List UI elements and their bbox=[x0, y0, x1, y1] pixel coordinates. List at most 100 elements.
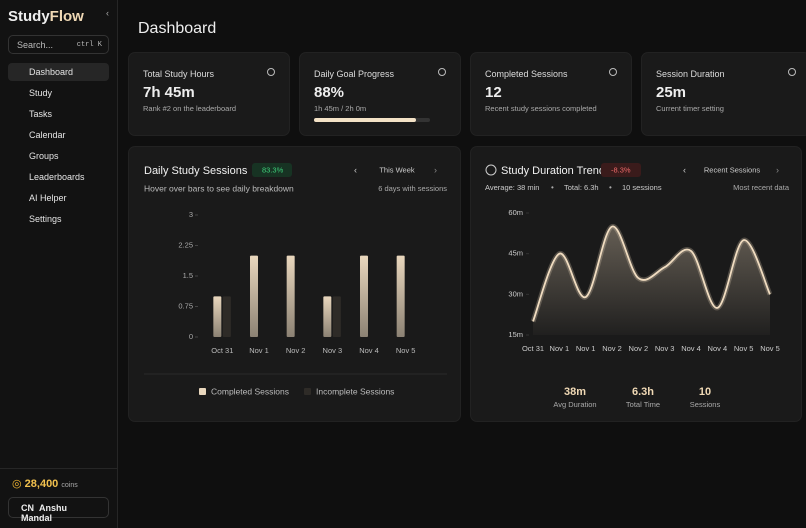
next: › bbox=[434, 165, 437, 175]
nav-item[interactable]: Dashboard bbox=[8, 63, 109, 81]
stat-title: Daily Goal Progress bbox=[314, 69, 395, 79]
bar bbox=[323, 296, 332, 337]
stat-icon bbox=[438, 68, 446, 76]
y-tick-label: 3 bbox=[189, 210, 193, 219]
summary-label: Total Time bbox=[626, 400, 660, 409]
nav-item[interactable]: Tasks bbox=[29, 109, 53, 119]
legend-label: Incomplete Sessions bbox=[316, 386, 394, 396]
note: 6 days with sessions bbox=[378, 184, 447, 193]
x-tick-label: Nov 5 bbox=[734, 344, 754, 353]
prev: ‹ bbox=[683, 165, 686, 175]
period: Recent Sessions bbox=[704, 165, 761, 174]
bar bbox=[396, 255, 405, 337]
x-tick-label: Nov 5 bbox=[760, 344, 780, 353]
y-tick-label: 0 bbox=[189, 332, 193, 341]
x-tick-label: Nov 3 bbox=[655, 344, 675, 353]
area bbox=[533, 226, 770, 335]
x-tick-label: Nov 2 bbox=[602, 344, 622, 353]
coins-value: 28,400 bbox=[24, 478, 59, 490]
note: Most recent data bbox=[733, 183, 790, 192]
stat-card: Daily Goal Progress 88% 1h 45m / 2h 0m bbox=[299, 52, 461, 136]
bar bbox=[360, 255, 368, 337]
legend-swatch bbox=[199, 388, 206, 395]
coins: ◎ 28,400 coins bbox=[12, 478, 78, 490]
trend-card: Study Duration Trend -8.3% ‹ Recent Session… bbox=[470, 146, 802, 422]
nav-item[interactable]: Groups bbox=[29, 151, 59, 161]
brand: StudyFlow bbox=[8, 8, 84, 25]
badge: 83.3% bbox=[262, 165, 284, 174]
next: › bbox=[776, 165, 779, 175]
x-tick-label: Nov 2 bbox=[286, 346, 306, 355]
y-tick-label: 30m bbox=[508, 289, 523, 298]
user[interactable]: CN Anshu Mandal bbox=[8, 497, 109, 523]
stat-value: 88% bbox=[314, 84, 345, 101]
stat-title: Total Study Hours bbox=[143, 69, 215, 79]
stat-note: Rank #2 on the leaderboard bbox=[143, 104, 236, 113]
stat-note: 1h 45m / 2h 0m bbox=[314, 104, 367, 113]
badge-bg bbox=[252, 163, 292, 177]
nav-item[interactable]: Leaderboards bbox=[29, 172, 85, 182]
nav-item[interactable]: Settings bbox=[29, 214, 62, 224]
summary-value: 6.3h bbox=[632, 386, 654, 398]
divider bbox=[0, 468, 117, 469]
bar bbox=[286, 255, 295, 337]
y-tick-label: 60m bbox=[508, 208, 523, 217]
meta: Average: 38 min bbox=[485, 183, 539, 192]
x-tick-label: Nov 5 bbox=[396, 346, 416, 355]
nav-item[interactable]: AI Helper bbox=[29, 193, 67, 203]
x-tick-label: Oct 31 bbox=[211, 346, 233, 355]
stat-icon bbox=[267, 68, 275, 76]
stat-card: Session Duration 25m Current timer setting bbox=[641, 52, 806, 136]
bar bbox=[332, 296, 341, 337]
stat-value: 25m bbox=[656, 84, 687, 101]
nav-item[interactable]: Calendar bbox=[29, 130, 66, 140]
y-tick-label: 2.25 bbox=[178, 240, 193, 249]
bar bbox=[250, 255, 258, 337]
prev: ‹ bbox=[354, 165, 357, 175]
stat-title: Completed Sessions bbox=[485, 69, 568, 79]
y-tick-label: 1.5 bbox=[183, 271, 193, 280]
stat-card: Total Study Hours 7h 45m Rank #2 on the le… bbox=[128, 52, 290, 136]
chart-title: Study Duration Trend bbox=[501, 165, 605, 177]
bar bbox=[213, 296, 222, 337]
badge: -8.3% bbox=[611, 165, 631, 174]
stat-card: Completed Sessions 12 Recent study session… bbox=[470, 52, 632, 136]
badge-bg bbox=[601, 163, 641, 177]
brand-a: Study bbox=[8, 8, 50, 25]
search[interactable]: Search... ctrl K bbox=[8, 35, 109, 54]
x-tick-label: Oct 31 bbox=[522, 344, 544, 353]
nav-item[interactable]: Study bbox=[29, 88, 53, 98]
collapse[interactable]: ‹ bbox=[106, 8, 109, 18]
brand-b: Flow bbox=[49, 8, 84, 25]
bar bbox=[222, 296, 231, 337]
sidebar: StudyFlow ‹ Search... ctrl K Dashboard Stu… bbox=[0, 0, 118, 528]
line bbox=[532, 225, 771, 322]
clock-icon bbox=[485, 164, 497, 176]
search-text: Search... bbox=[17, 40, 54, 50]
summary-label: Sessions bbox=[690, 400, 721, 409]
stat-icon bbox=[609, 68, 617, 76]
stat-value: 7h 45m bbox=[143, 84, 195, 101]
stat-icon bbox=[788, 68, 796, 76]
dot: • bbox=[551, 183, 554, 192]
x-tick-label: Nov 1 bbox=[576, 344, 596, 353]
meta: Total: 6.3h bbox=[564, 183, 599, 192]
summary-label: Avg Duration bbox=[553, 400, 596, 409]
summary-value: 38m bbox=[564, 386, 586, 398]
sessions-chart: Daily Study Sessions 83.3% ‹ This Week › Hove… bbox=[144, 163, 447, 396]
dot: • bbox=[609, 183, 612, 192]
legend-swatch bbox=[304, 388, 311, 395]
stat-value: 12 bbox=[485, 84, 502, 101]
page-title: Dashboard bbox=[138, 20, 217, 37]
x-tick-label: Nov 4 bbox=[708, 344, 728, 353]
x-tick-label: Nov 2 bbox=[629, 344, 649, 353]
period: This Week bbox=[379, 165, 415, 174]
y-tick-label: 15m bbox=[508, 330, 523, 339]
x-tick-label: Nov 1 bbox=[550, 344, 570, 353]
initials: CN bbox=[21, 503, 34, 513]
stat-title: Session Duration bbox=[656, 69, 725, 79]
x-tick-label: Nov 1 bbox=[249, 346, 269, 355]
progress-bar bbox=[314, 118, 417, 122]
trend-chart: Study Duration Trend -8.3% ‹ Recent Session… bbox=[485, 163, 790, 409]
